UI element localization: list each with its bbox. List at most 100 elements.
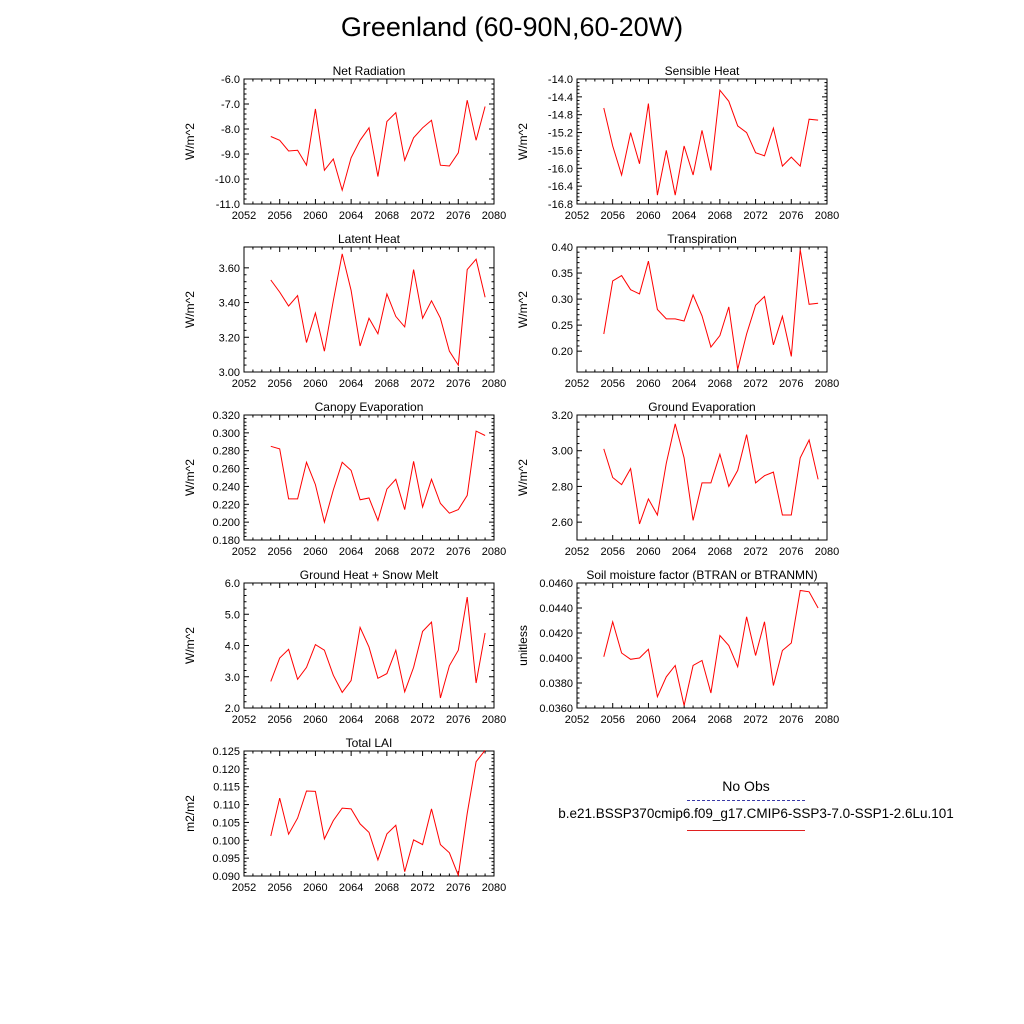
panel-title: Canopy Evaporation [315, 400, 424, 414]
y-tick-label: 0.095 [212, 853, 240, 865]
x-tick-label: 2068 [375, 882, 399, 894]
x-tick-label: 2056 [600, 378, 624, 390]
chart-panel-1: Net Radiation W/m^2 2052 2056 2060 2064 2068 20… [183, 64, 506, 222]
x-tick-label: 2060 [636, 378, 660, 390]
x-tick-label: 2052 [232, 882, 256, 894]
x-tick-label: 2076 [446, 714, 470, 726]
y-tick-label: 0.20 [552, 346, 573, 358]
plot-frame [243, 246, 495, 373]
panel-title: Sensible Heat [665, 64, 740, 78]
y-tick-label: 0.200 [212, 517, 240, 529]
x-tick-label: 2056 [267, 210, 291, 222]
y-tick-label: -14.0 [548, 74, 573, 86]
x-tick-label: 2056 [267, 882, 291, 894]
page-title: Greenland (60-90N,60-20W) [340, 12, 684, 42]
y-tick-label: 0.105 [212, 817, 240, 829]
x-tick-label: 2052 [565, 378, 589, 390]
panel-title: Soil moisture factor (BTRAN or BTRANMN) [586, 568, 817, 582]
plot-frame [576, 582, 828, 709]
y-tick-label: 5.0 [225, 609, 240, 621]
x-tick-label: 2060 [636, 210, 660, 222]
plot-frame [576, 78, 828, 205]
panel-title: Transpiration [667, 232, 737, 246]
series-line [270, 253, 486, 367]
x-tick-label: 2072 [410, 378, 434, 390]
series-line [603, 249, 819, 370]
x-tick-label: 2072 [743, 714, 767, 726]
x-tick-label: 2072 [743, 378, 767, 390]
x-tick-label: 2068 [708, 546, 732, 558]
chart-panel-7: Ground Heat + Snow Melt W/m^2 2052 2056 2060… [183, 568, 506, 726]
x-tick-label: 2056 [267, 546, 291, 558]
x-tick-label: 2072 [410, 714, 434, 726]
y-tick-label: -16.8 [548, 199, 573, 211]
x-tick-label: 2060 [303, 714, 327, 726]
y-tick-label: -14.8 [548, 110, 573, 122]
chart-panel-8: Soil moisture factor (BTRAN or BTRANMN) u… [516, 568, 839, 726]
x-tick-label: 2060 [303, 378, 327, 390]
x-tick-label: 2052 [565, 210, 589, 222]
x-tick-label: 2052 [232, 546, 256, 558]
y-tick-label: 0.0460 [539, 578, 573, 590]
x-tick-label: 2072 [410, 210, 434, 222]
y-tick-label: -11.0 [216, 199, 240, 211]
y-tick-label: 0.120 [212, 764, 240, 776]
y-tick-label: -8.0 [221, 124, 240, 136]
x-tick-label: 2080 [482, 882, 506, 894]
x-tick-label: 2064 [672, 714, 696, 726]
series-line [603, 589, 819, 706]
y-tick-label: -10.0 [215, 174, 240, 186]
chart-panel-2: Sensible Heat W/m^2 2052 2056 2060 2064 2068 20… [516, 64, 839, 222]
y-tick-label: 0.220 [212, 499, 240, 511]
chart-panel-4: Transpiration W/m^2 2052 2056 2060 2064 2068 20… [516, 232, 839, 390]
series-line [603, 423, 819, 525]
y-tick-label: 0.280 [212, 446, 240, 458]
panel-title: Ground Evaporation [648, 400, 755, 414]
y-tick-label: -16.0 [548, 163, 573, 175]
y-tick-label: 0.110 [213, 800, 240, 812]
plot-frame [243, 414, 495, 541]
legend-model-line [687, 830, 805, 831]
x-tick-label: 2080 [815, 546, 839, 558]
x-tick-label: 2076 [779, 378, 803, 390]
y-tick-label: -14.4 [548, 92, 573, 104]
x-tick-label: 2060 [303, 546, 327, 558]
y-tick-label: 2.0 [225, 703, 240, 715]
y-tick-label: 2.60 [552, 517, 573, 529]
x-tick-label: 2068 [375, 546, 399, 558]
legend-obs-line [687, 800, 805, 801]
chart-panel-3: Latent Heat W/m^2 2052 2056 2060 2064 2068 2072… [183, 232, 506, 390]
x-tick-label: 2064 [672, 378, 696, 390]
x-tick-label: 2056 [267, 378, 291, 390]
plot-frame [576, 414, 828, 541]
x-tick-label: 2080 [482, 378, 506, 390]
y-axis-label: unitless [516, 625, 530, 666]
x-tick-label: 2052 [232, 210, 256, 222]
chart-panel-5: Canopy Evaporation W/m^2 2052 2056 2060 2064 2… [183, 400, 506, 558]
x-tick-label: 2080 [482, 210, 506, 222]
plot-frame [243, 78, 495, 205]
series-line [270, 597, 486, 699]
x-tick-label: 2064 [339, 546, 363, 558]
x-tick-label: 2060 [303, 210, 327, 222]
chart-panel-9: Total LAI m2/m2 2052 2056 2060 2064 2068 2072 20… [183, 736, 506, 894]
y-tick-label: -7.0 [221, 99, 240, 111]
y-tick-label: 0.25 [552, 320, 573, 332]
panel-title: Latent Heat [338, 232, 401, 246]
x-tick-label: 2080 [815, 378, 839, 390]
x-tick-label: 2056 [600, 546, 624, 558]
y-tick-label: 0.0380 [539, 678, 573, 690]
x-tick-label: 2056 [267, 714, 291, 726]
x-tick-label: 2076 [446, 210, 470, 222]
x-tick-label: 2064 [672, 210, 696, 222]
plot-frame [243, 582, 495, 709]
y-tick-label: 3.20 [552, 410, 573, 422]
x-tick-label: 2052 [232, 714, 256, 726]
panel-title: Total LAI [346, 736, 393, 750]
y-axis-label: W/m^2 [516, 459, 530, 496]
y-tick-label: 2.80 [552, 481, 573, 493]
y-tick-label: 0.125 [212, 746, 240, 758]
y-tick-label: 0.180 [212, 535, 240, 547]
y-tick-label: 0.0420 [539, 628, 573, 640]
